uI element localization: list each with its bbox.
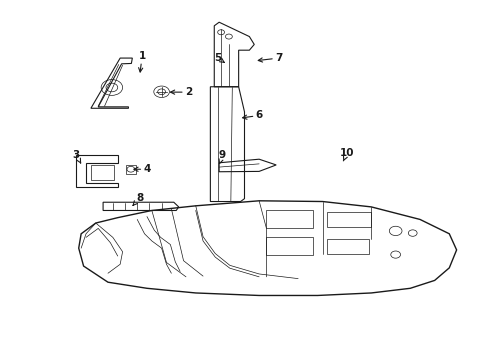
Text: 7: 7 [258, 53, 282, 63]
Text: 5: 5 [214, 53, 224, 63]
Text: 10: 10 [339, 148, 353, 161]
Text: 8: 8 [133, 193, 143, 206]
Text: 1: 1 [138, 51, 145, 72]
Text: 9: 9 [219, 150, 225, 163]
Text: 3: 3 [73, 150, 81, 163]
Text: 6: 6 [242, 111, 262, 121]
Text: 4: 4 [134, 164, 150, 174]
Text: 2: 2 [170, 87, 192, 97]
